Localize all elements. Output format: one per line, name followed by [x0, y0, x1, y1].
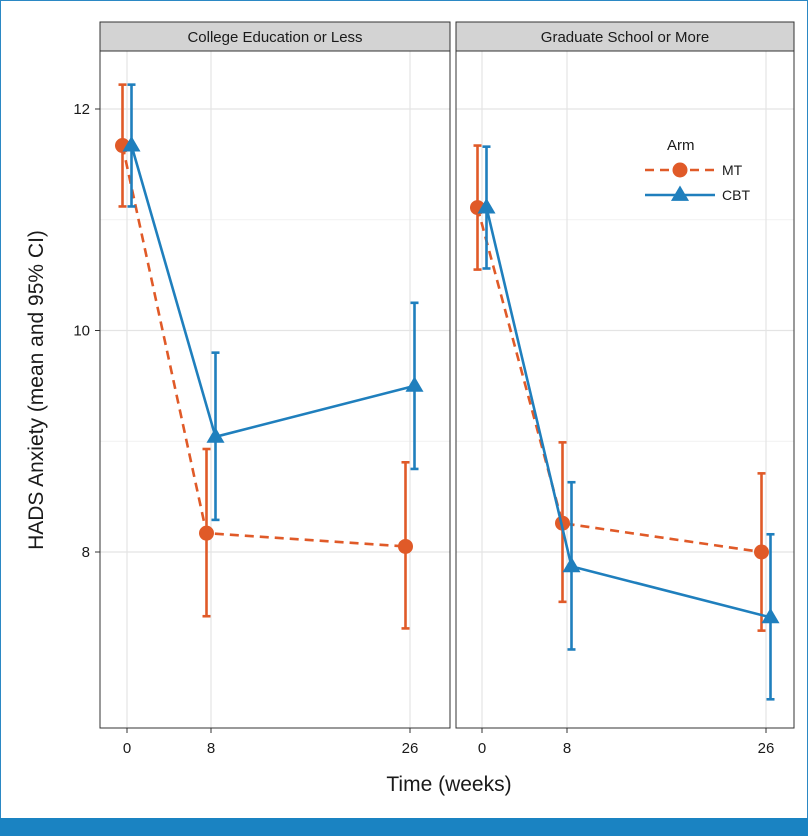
series-line-cbt — [485, 207, 771, 619]
panel-strip-label: Graduate School or More — [541, 29, 709, 46]
legend-label-mt: MT — [722, 162, 743, 178]
x-tick-label: 8 — [207, 740, 215, 757]
series-line-mt — [476, 207, 762, 554]
x-tick-label: 8 — [563, 740, 571, 757]
y-axis: 8 10 12 — [73, 101, 100, 561]
x-tick-label: 26 — [402, 740, 419, 757]
panel-strip — [455, 21, 795, 52]
point-cbt — [477, 198, 496, 214]
series-line-cbt — [130, 145, 415, 439]
panel-strip-label: College Education or Less — [187, 29, 362, 46]
chart: College Education or Less Graduate Schoo… — [25, 21, 795, 796]
y-tick-label: 12 — [73, 101, 90, 118]
x-axis: 0 8 26 0 8 26 — [123, 728, 775, 757]
point-cbt — [206, 427, 225, 443]
footer-bar — [0, 818, 808, 836]
point-cbt — [122, 136, 141, 152]
point-mt — [754, 544, 769, 560]
y-tick-label: 8 — [82, 544, 90, 561]
panel-border — [99, 50, 451, 729]
legend-title: Arm — [667, 137, 695, 154]
panel-border — [455, 50, 795, 729]
legend: Arm MT CBT — [645, 137, 750, 203]
y-axis-label: HADS Anxiety (mean and 95% CI) — [25, 230, 48, 550]
legend-label-cbt: CBT — [722, 187, 750, 203]
panel-graduate: Graduate School or More — [455, 21, 795, 729]
y-tick-label: 10 — [73, 323, 90, 340]
legend-key-point-mt — [672, 162, 688, 178]
panel-strip — [99, 21, 451, 52]
x-tick-label: 26 — [758, 740, 775, 757]
point-cbt — [562, 556, 581, 573]
point-mt — [398, 538, 413, 554]
series-line-mt — [121, 145, 406, 548]
point-mt — [199, 525, 214, 541]
legend-key-point-cbt — [670, 185, 690, 201]
point-cbt — [405, 376, 424, 392]
point-cbt — [761, 607, 780, 624]
x-axis-label: Time (weeks) — [386, 773, 511, 796]
x-tick-label: 0 — [478, 740, 486, 757]
x-tick-label: 0 — [123, 740, 131, 757]
panel-college: College Education or Less — [99, 21, 451, 729]
